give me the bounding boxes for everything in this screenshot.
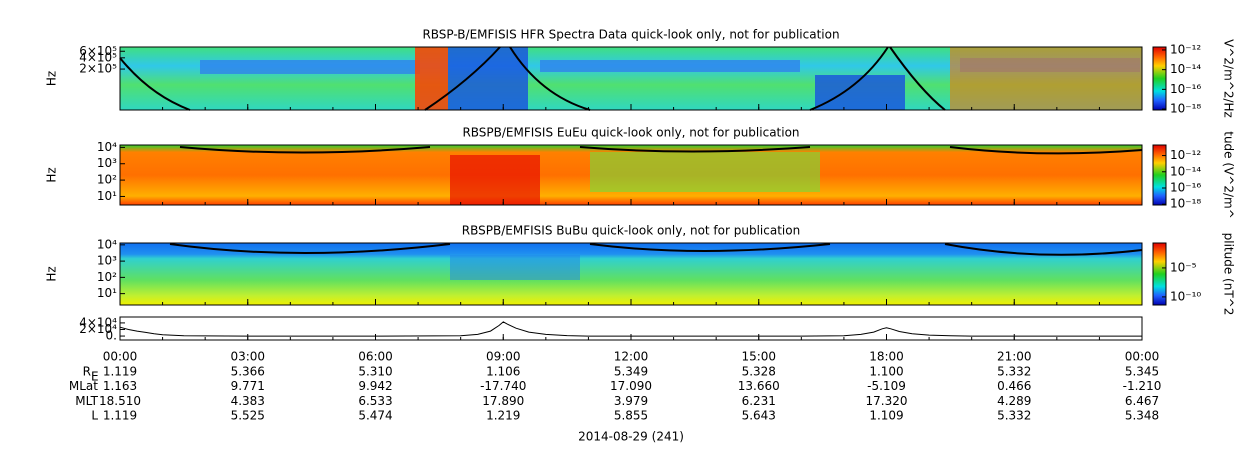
- y-tick-label: 10³: [97, 156, 117, 170]
- colorbar: [1152, 46, 1167, 111]
- ephemeris-value: 1.119: [103, 409, 137, 423]
- ephemeris-label-sub: E: [91, 370, 99, 384]
- ephemeris-value: 1.163: [103, 379, 137, 393]
- ephemeris-value: 5.525: [231, 409, 265, 423]
- panel-title: RBSPB/EMFISIS BuBu quick-look only, not …: [462, 224, 800, 238]
- ephemeris-value: 5.348: [1125, 409, 1159, 423]
- y-tick-label: 10¹: [97, 189, 117, 203]
- y-tick-label: 10⁴: [97, 140, 117, 154]
- ephemeris-value: 9.771: [231, 379, 265, 393]
- y-tick-label: 6×10⁵: [79, 44, 117, 58]
- panel-title: RBSP-B/EMFISIS HFR Spectra Data quick-lo…: [422, 28, 839, 42]
- y-axis-label: Hz: [45, 167, 59, 182]
- y-tick-label: 0.: [106, 329, 117, 343]
- x-tick-label: 06:00: [358, 350, 393, 364]
- y-axis-label: Hz: [45, 71, 59, 86]
- date-label: 2014-08-29 (241): [578, 430, 684, 444]
- ephemeris-label: MLat: [69, 379, 98, 393]
- x-tick-label: 15:00: [741, 350, 776, 364]
- ephemeris-value: 1.219: [486, 409, 520, 423]
- ephemeris-value: 1.106: [486, 365, 520, 379]
- model-curves: [119, 46, 1143, 256]
- colorbar-tick-label: 10⁻¹⁴: [1170, 62, 1201, 76]
- colorbar-tick-label: 10⁻¹⁸: [1170, 102, 1201, 116]
- x-tick-label: 03:00: [230, 350, 265, 364]
- y-tick-label: 2×10⁵: [79, 62, 117, 76]
- ephemeris-value: 1.119: [103, 365, 137, 379]
- colorbar-tick-label: 10⁻¹⁶: [1170, 82, 1201, 96]
- ephemeris-value: 1.100: [869, 365, 903, 379]
- ephemeris-value: 17.090: [610, 379, 652, 393]
- colorbar-tick-label: 10⁻¹⁶: [1170, 180, 1201, 194]
- colorbar-tick-label: 10⁻⁵: [1170, 260, 1197, 274]
- plot-frame: [119, 46, 1143, 111]
- ephemeris-value: 5.332: [997, 409, 1031, 423]
- colorbar-tick-label: 10⁻¹⁰: [1170, 289, 1201, 303]
- x-tick-label: 21:00: [997, 350, 1032, 364]
- ephemeris-label: R: [83, 365, 91, 379]
- y-tick-label: 10²: [97, 173, 117, 187]
- ephemeris-value: 5.474: [358, 409, 392, 423]
- y-axis-label: Hz: [45, 266, 59, 281]
- ephemeris-value: 4.289: [997, 394, 1031, 408]
- y-tick-label: 10⁴: [97, 237, 117, 251]
- ephemeris-value: 5.345: [1125, 365, 1159, 379]
- x-tick-label: 12:00: [614, 350, 649, 364]
- colorbar-label: V^2/m^2/Hz: [1222, 39, 1236, 118]
- ephemeris-value: 5.349: [614, 365, 648, 379]
- ephemeris-value: 5.643: [742, 409, 776, 423]
- colorbar-tick-label: 10⁻¹²: [1170, 42, 1201, 56]
- y-tick-label: 4×10⁴: [79, 315, 117, 329]
- ephemeris-value: -17.740: [480, 379, 526, 393]
- ephemeris-value: 5.332: [997, 365, 1031, 379]
- x-tick-label: 18:00: [869, 350, 904, 364]
- ephemeris-value: -1.210: [1123, 379, 1162, 393]
- colorbar: [1152, 242, 1167, 306]
- ephemeris-value: 5.328: [742, 365, 776, 379]
- y-tick-label: 4×10⁵: [79, 50, 117, 64]
- ephemeris-value: 1.109: [869, 409, 903, 423]
- y-tick-label: 10³: [97, 254, 117, 268]
- y-tick-label: 10¹: [97, 286, 117, 300]
- ephemeris-value: 9.942: [358, 379, 392, 393]
- ephemeris-value: -5.109: [867, 379, 906, 393]
- x-tick-label: 09:00: [486, 350, 521, 364]
- ephemeris-label: MLT: [75, 394, 98, 408]
- colorbar-tick-label: 10⁻¹⁸: [1170, 197, 1201, 211]
- ephemeris-value: 6.533: [358, 394, 392, 408]
- plot-frame: [119, 144, 1143, 206]
- colorbar-label: tude (V^2/m^: [1222, 131, 1236, 219]
- ephemeris-value: 18.510: [99, 394, 141, 408]
- ephemeris-value: 17.890: [482, 394, 524, 408]
- spectrogram-image: [120, 47, 1142, 305]
- ephemeris-value: 5.310: [358, 365, 392, 379]
- ephemeris-value: 5.366: [231, 365, 265, 379]
- ephemeris-value: 3.979: [614, 394, 648, 408]
- colorbar-tick-label: 10⁻¹⁴: [1170, 164, 1201, 178]
- data-line: [119, 321, 1142, 337]
- ephemeris-value: 5.855: [614, 409, 648, 423]
- ephemeris-value: 13.660: [738, 379, 780, 393]
- colorbar-label: plitude (nT^2: [1222, 233, 1236, 316]
- x-tick-label: 00:00: [1125, 350, 1160, 364]
- colorbar: [1152, 144, 1167, 206]
- ephemeris-label: L: [91, 409, 98, 423]
- ephemeris-value: 17.320: [866, 394, 908, 408]
- y-tick-label: 2×10⁴: [79, 322, 117, 336]
- x-tick-label: 00:00: [103, 350, 138, 364]
- plot-frame: [119, 316, 1143, 341]
- y-tick-label: 10²: [97, 270, 117, 284]
- ephemeris-value: 4.383: [231, 394, 265, 408]
- ephemeris-value: 0.466: [997, 379, 1031, 393]
- ephemeris-value: 6.231: [742, 394, 776, 408]
- ephemeris-value: 6.467: [1125, 394, 1159, 408]
- panel-title: RBSPB/EMFISIS EuEu quick-look only, not …: [462, 126, 799, 140]
- plot-frame: [119, 242, 1143, 306]
- colorbar-tick-label: 10⁻¹²: [1170, 148, 1201, 162]
